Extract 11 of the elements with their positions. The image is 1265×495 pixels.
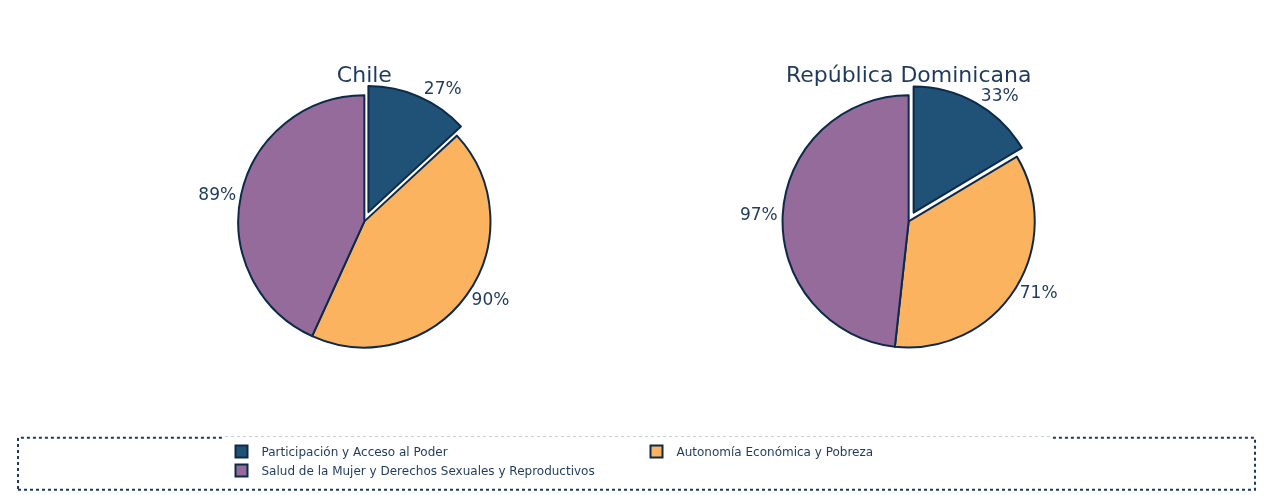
data-label: 33% [980,85,1019,106]
data-label: 89% [198,184,237,205]
legend-label: Autonomía Económica y Pobreza [676,445,874,460]
data-label: 71% [1019,282,1058,303]
legend-label: Salud de la Mujer y Derechos Sexuales y Reproductivos [261,464,595,479]
data-label: 27% [423,78,462,99]
chart-title: República Dominicana [785,62,1032,88]
data-label: 97% [739,204,778,225]
data-label: 90% [471,288,510,309]
chart-title: Chile [336,62,392,88]
legend-label: Participación y Acceso al Poder [261,445,448,460]
